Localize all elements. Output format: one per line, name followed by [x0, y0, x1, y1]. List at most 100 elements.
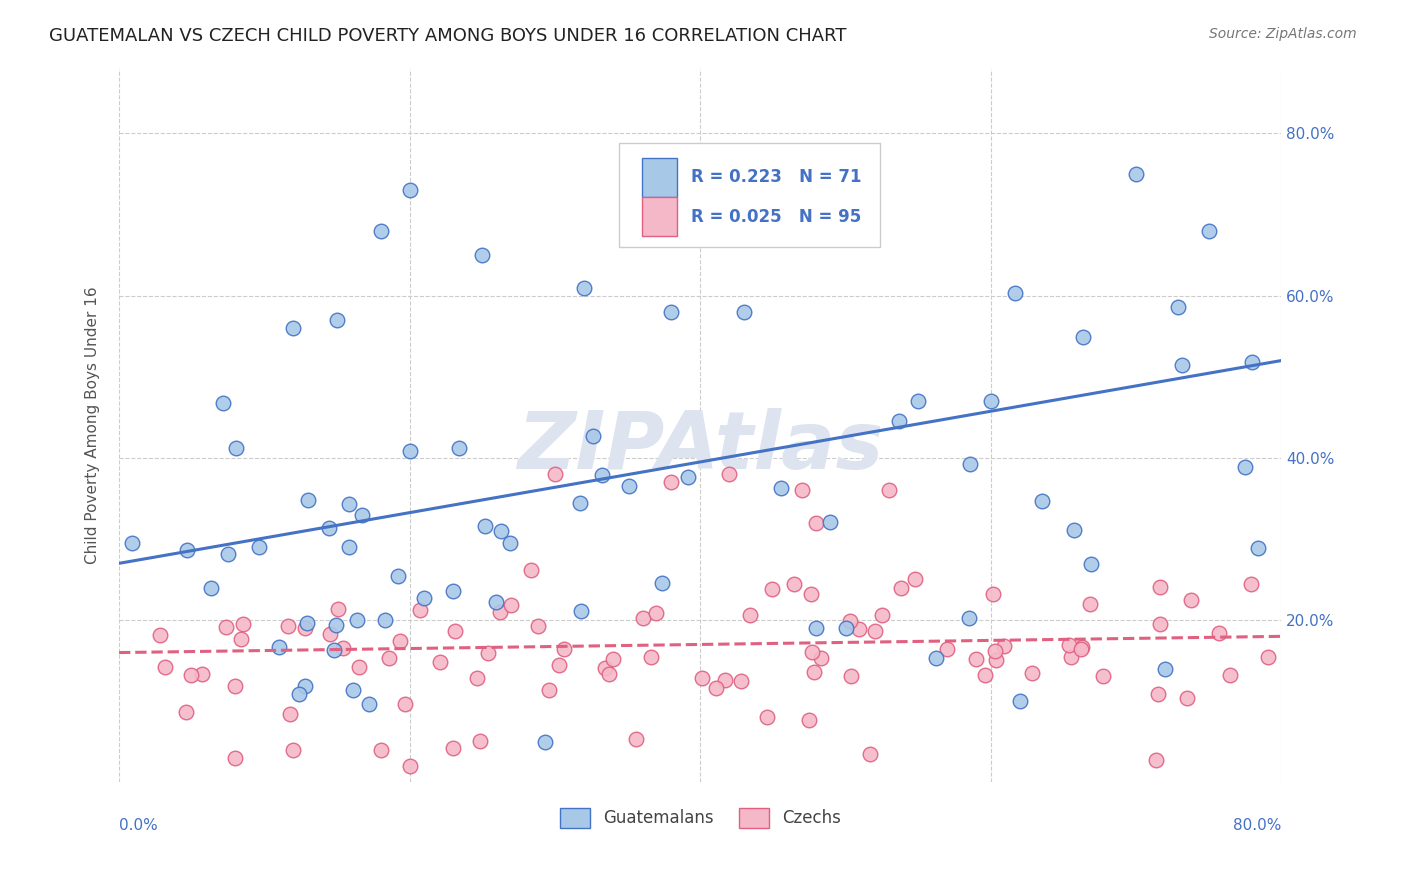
Point — [733, 305, 755, 319]
Point — [224, 751, 246, 765]
Point — [640, 650, 662, 665]
Point — [1144, 753, 1167, 767]
Point — [755, 710, 778, 724]
Point — [337, 497, 360, 511]
Point — [973, 668, 995, 682]
Point — [499, 536, 522, 550]
Point — [730, 673, 752, 688]
Point — [277, 619, 299, 633]
Point — [544, 467, 567, 482]
Text: 80.0%: 80.0% — [1233, 818, 1281, 833]
Text: GUATEMALAN VS CZECH CHILD POVERTY AMONG BOYS UNDER 16 CORRELATION CHART: GUATEMALAN VS CZECH CHILD POVERTY AMONG … — [49, 27, 846, 45]
Point — [520, 563, 543, 577]
Point — [659, 305, 682, 319]
Point — [200, 581, 222, 595]
Point — [800, 645, 823, 659]
Point — [692, 671, 714, 685]
Point — [318, 521, 340, 535]
Point — [1149, 617, 1171, 632]
Point — [370, 224, 392, 238]
Point — [1239, 576, 1261, 591]
Point — [1167, 300, 1189, 314]
Point — [325, 618, 347, 632]
Point — [283, 743, 305, 757]
Point — [704, 681, 727, 695]
Point — [1198, 224, 1220, 238]
Point — [489, 605, 512, 619]
Point — [350, 508, 373, 522]
Point — [1154, 662, 1177, 676]
Point — [180, 668, 202, 682]
Point — [537, 683, 560, 698]
Point — [283, 321, 305, 335]
Point — [645, 607, 668, 621]
Point — [848, 623, 870, 637]
Point — [761, 582, 783, 597]
Point — [790, 483, 813, 498]
Point — [870, 607, 893, 622]
Point — [444, 624, 467, 638]
Point — [174, 705, 197, 719]
Point — [887, 414, 910, 428]
Point — [176, 543, 198, 558]
Point — [477, 646, 499, 660]
Point — [191, 666, 214, 681]
Point — [738, 607, 761, 622]
Point — [651, 576, 673, 591]
Point — [935, 641, 957, 656]
Point — [1004, 286, 1026, 301]
Point — [783, 576, 806, 591]
Y-axis label: Child Poverty Among Boys Under 16: Child Poverty Among Boys Under 16 — [86, 286, 100, 565]
Point — [212, 396, 235, 410]
Point — [225, 441, 247, 455]
Point — [859, 747, 882, 761]
Point — [153, 659, 176, 673]
Point — [1175, 690, 1198, 705]
Point — [319, 626, 342, 640]
Point — [489, 524, 512, 538]
Point — [474, 519, 496, 533]
Point — [959, 611, 981, 625]
Point — [121, 536, 143, 550]
Point — [374, 613, 396, 627]
Point — [659, 475, 682, 490]
Point — [232, 617, 254, 632]
Point — [925, 651, 948, 665]
Bar — [643, 197, 676, 236]
Point — [326, 602, 349, 616]
Point — [1125, 167, 1147, 181]
Point — [249, 541, 271, 555]
Point — [322, 642, 344, 657]
Point — [215, 620, 238, 634]
Point — [598, 667, 620, 681]
Point — [465, 671, 488, 685]
Point — [347, 660, 370, 674]
Point — [1078, 597, 1101, 611]
Text: Source: ZipAtlas.com: Source: ZipAtlas.com — [1209, 27, 1357, 41]
Bar — [643, 158, 676, 197]
Point — [229, 632, 252, 647]
Point — [149, 627, 172, 641]
Point — [1218, 668, 1240, 682]
Point — [534, 735, 557, 749]
Point — [877, 483, 900, 498]
Point — [449, 441, 471, 455]
Point — [984, 644, 1007, 658]
Point — [1070, 640, 1092, 655]
Point — [810, 650, 832, 665]
Point — [389, 633, 412, 648]
Text: 0.0%: 0.0% — [120, 818, 157, 833]
Point — [1171, 359, 1194, 373]
Point — [839, 669, 862, 683]
Point — [468, 734, 491, 748]
Point — [297, 615, 319, 630]
Point — [800, 587, 823, 601]
Point — [581, 429, 603, 443]
Point — [1092, 669, 1115, 683]
Legend: Guatemalans, Czechs: Guatemalans, Czechs — [553, 801, 848, 835]
Point — [993, 639, 1015, 653]
Point — [294, 621, 316, 635]
Point — [981, 586, 1004, 600]
Point — [959, 457, 981, 471]
Point — [429, 655, 451, 669]
